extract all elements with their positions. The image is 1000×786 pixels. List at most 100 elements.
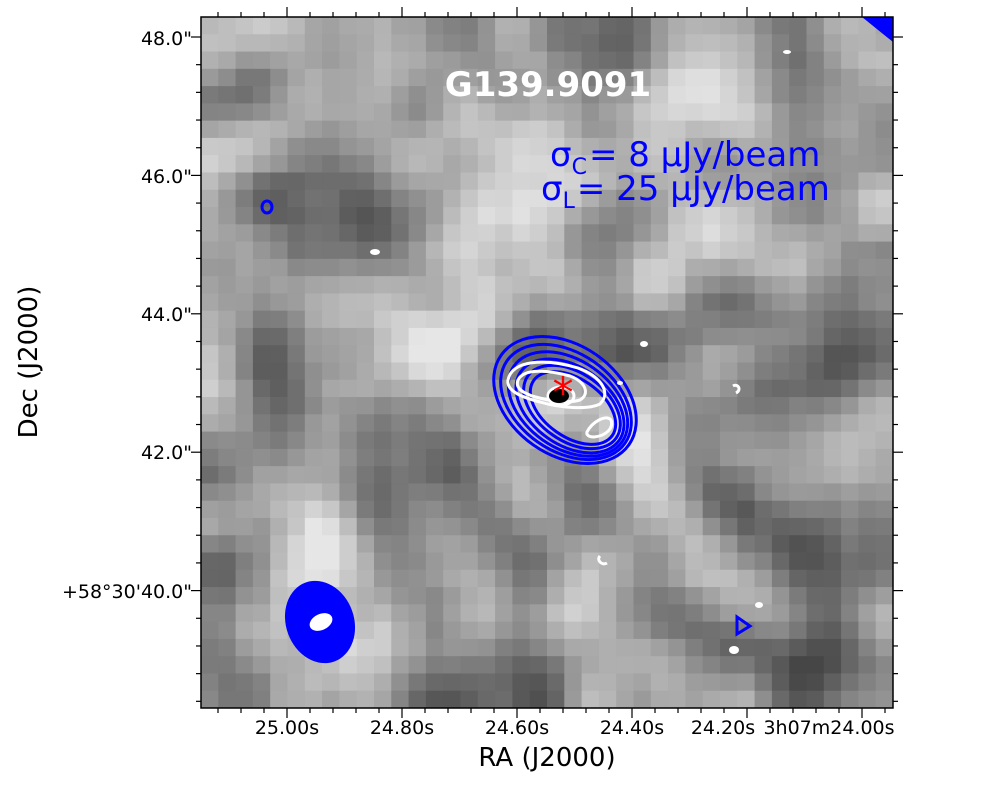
image-pixel	[547, 51, 565, 70]
image-pixel	[823, 172, 842, 191]
image-pixel	[858, 535, 877, 554]
image-pixel	[356, 68, 375, 87]
image-pixel	[460, 690, 479, 708]
image-pixel	[702, 172, 721, 191]
image-pixel	[875, 345, 893, 364]
image-pixel	[547, 86, 565, 104]
image-pixel	[252, 397, 271, 415]
image-pixel	[737, 103, 756, 122]
image-pixel	[858, 431, 877, 450]
image-pixel	[218, 569, 237, 588]
image-pixel	[477, 86, 496, 104]
image-pixel	[408, 414, 427, 433]
image-pixel	[460, 517, 479, 536]
image-pixel	[339, 690, 358, 708]
image-pixel	[460, 17, 479, 35]
image-pixel	[201, 656, 219, 675]
image-pixel	[875, 397, 893, 415]
image-pixel	[547, 68, 565, 87]
image-pixel	[737, 345, 756, 364]
image-pixel	[858, 120, 877, 139]
image-pixel	[564, 258, 583, 277]
image-pixel	[771, 137, 790, 156]
image-pixel	[737, 172, 756, 191]
image-pixel	[218, 258, 237, 277]
image-pixel	[547, 673, 565, 692]
beam-ellipses	[284, 580, 356, 664]
image-pixel	[737, 500, 756, 519]
image-pixel	[771, 310, 790, 329]
image-pixel	[598, 535, 617, 554]
image-pixel	[374, 68, 392, 87]
image-pixel	[235, 310, 254, 329]
x-tick-label: 24.60s	[485, 717, 549, 739]
image-pixel	[650, 414, 669, 433]
image-pixel	[391, 362, 410, 381]
image-pixel	[547, 310, 565, 329]
image-pixel	[391, 224, 410, 243]
image-pixel	[270, 103, 289, 122]
image-pixel	[495, 34, 513, 53]
image-pixel	[322, 276, 340, 295]
image-pixel	[702, 345, 721, 364]
image-pixel	[339, 379, 358, 398]
image-pixel	[841, 34, 859, 53]
image-pixel	[771, 379, 790, 398]
image-pixel	[858, 587, 877, 605]
image-pixel	[581, 587, 600, 605]
image-pixel	[270, 310, 289, 329]
image-pixel	[806, 120, 825, 139]
image-pixel	[806, 621, 825, 640]
image-pixel	[737, 569, 756, 588]
image-pixel	[304, 34, 323, 53]
image-pixel	[668, 379, 686, 398]
image-pixel	[875, 103, 893, 122]
image-pixel	[201, 155, 219, 174]
image-pixel	[581, 51, 600, 70]
image-pixel	[598, 500, 617, 519]
image-pixel	[495, 120, 513, 139]
image-pixel	[806, 86, 825, 104]
image-pixel	[270, 517, 289, 536]
image-pixel	[512, 500, 531, 519]
image-pixel	[823, 207, 842, 225]
image-pixel	[754, 327, 773, 346]
image-pixel	[858, 327, 877, 346]
image-pixel	[875, 276, 893, 295]
image-pixel	[287, 172, 306, 191]
image-pixel	[668, 86, 686, 104]
image-pixel	[477, 137, 496, 156]
image-pixel	[477, 310, 496, 329]
image-pixel	[858, 569, 877, 588]
image-pixel	[235, 448, 254, 467]
image-pixel	[581, 552, 600, 571]
image-pixel	[806, 500, 825, 519]
image-pixel	[218, 466, 237, 485]
image-pixel	[702, 466, 721, 485]
image-pixel	[685, 86, 704, 104]
image-pixel	[356, 241, 375, 260]
image-pixel	[633, 17, 652, 35]
image-pixel	[633, 310, 652, 329]
image-pixel	[668, 690, 686, 708]
image-pixel	[512, 103, 531, 122]
image-pixel	[789, 397, 808, 415]
image-pixel	[252, 517, 271, 536]
image-pixel	[702, 397, 721, 415]
image-pixel	[737, 431, 756, 450]
image-pixel	[252, 690, 271, 708]
image-pixel	[650, 172, 669, 191]
image-pixel	[391, 397, 410, 415]
image-pixel	[374, 258, 392, 277]
image-pixel	[460, 397, 479, 415]
image-pixel	[581, 189, 600, 208]
image-pixel	[443, 34, 462, 53]
image-pixel	[304, 673, 323, 692]
image-pixel	[806, 189, 825, 208]
image-pixel	[425, 86, 444, 104]
image-pixel	[235, 552, 254, 571]
image-pixel	[218, 155, 237, 174]
image-pixel	[408, 241, 427, 260]
image-pixel	[858, 552, 877, 571]
image-pixel	[789, 414, 808, 433]
